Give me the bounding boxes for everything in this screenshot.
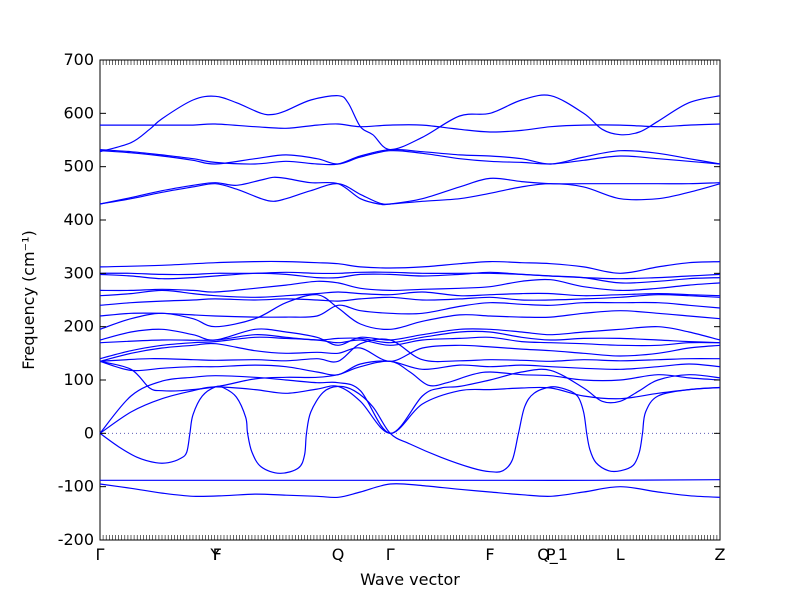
y-axis-label: Frequency (cm⁻¹)	[19, 230, 38, 369]
x-tick-label-7: P	[546, 545, 556, 564]
axis-ticks	[99, 59, 721, 541]
band-line-10	[99, 336, 721, 360]
band-line-23	[99, 149, 721, 165]
x-tick-label-8: Q_1	[537, 545, 568, 565]
y-tick-label: 600	[63, 103, 94, 122]
band-line-25	[100, 123, 721, 133]
y-tick-label: 400	[63, 210, 94, 229]
band-line-21	[99, 183, 721, 205]
band-line-17	[99, 278, 721, 293]
band-line-14	[99, 301, 721, 318]
band-line-26	[99, 94, 721, 153]
band-line-20	[99, 260, 721, 274]
band-line-5	[99, 368, 721, 434]
band-line-6	[99, 360, 721, 392]
x-tick-labels: Γ YF Q Γ F PQ_1 L Z	[96, 545, 726, 565]
y-tick-label: -200	[58, 530, 94, 549]
y-tick-label: 100	[63, 370, 94, 389]
band-line-1	[99, 483, 721, 499]
y-tick-label: 700	[63, 50, 94, 69]
x-tick-label-3: F	[213, 545, 222, 564]
band-line-15	[99, 294, 721, 306]
band-line-3	[99, 385, 721, 474]
band-line-16	[99, 289, 721, 298]
band-line-12	[99, 326, 721, 346]
x-tick-label-5: Γ	[386, 545, 395, 564]
y-tick-label: 200	[63, 317, 94, 336]
x-tick-label-1: Γ	[96, 545, 105, 564]
y-tick-labels: -200 -100 0 100 200 300 400 500 600 700	[58, 50, 94, 549]
y-tick-label: 0	[84, 423, 94, 442]
x-tick-label-9: L	[616, 545, 625, 564]
y-tick-label: 300	[63, 263, 94, 282]
band-series-group	[99, 94, 721, 499]
band-line-9	[99, 342, 721, 362]
band-line-4	[99, 385, 721, 434]
x-axis-label: Wave vector	[360, 570, 460, 589]
band-line-2	[100, 479, 721, 481]
band-line-7	[99, 360, 721, 376]
x-tick-label-4: Q	[332, 545, 345, 564]
band-line-13	[99, 294, 721, 330]
band-line-8	[99, 338, 721, 363]
x-tick-label-6: F	[485, 545, 494, 564]
band-line-11	[99, 330, 721, 344]
y-tick-label: 500	[63, 157, 94, 176]
band-line-19	[99, 271, 721, 284]
y-tick-label: -100	[58, 477, 94, 496]
x-tick-label-2: Y	[209, 545, 220, 564]
band-line-22	[99, 176, 721, 206]
x-tick-label-10: Z	[715, 545, 726, 564]
band-line-18	[99, 271, 721, 280]
